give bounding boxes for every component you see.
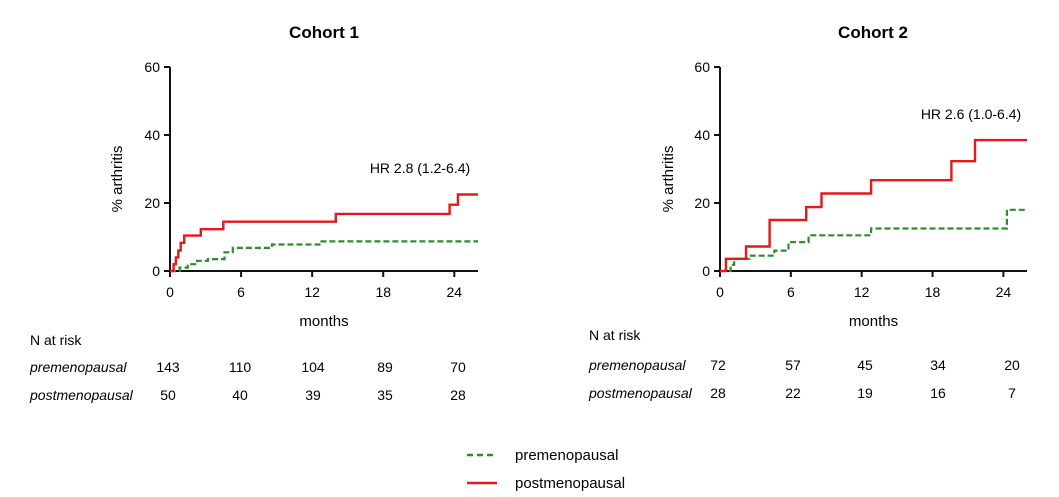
- x-tick-label: 24: [996, 284, 1012, 300]
- risk-cell: 19: [857, 385, 873, 401]
- y-tick-label: 40: [144, 127, 160, 143]
- risk-table-header: N at risk: [589, 327, 641, 343]
- risk-cell: 28: [450, 387, 466, 403]
- risk-cell: 34: [930, 357, 946, 373]
- x-tick-label: 0: [166, 284, 174, 300]
- x-tick-label: 18: [925, 284, 941, 300]
- y-tick-label: 60: [144, 59, 160, 75]
- risk-table-header: N at risk: [30, 332, 82, 348]
- risk-cell: 16: [930, 385, 946, 401]
- risk-cell: 40: [232, 387, 248, 403]
- risk-cell: 143: [156, 359, 180, 375]
- legend-label-postmenopausal: postmenopausal: [515, 475, 625, 492]
- risk-cell: 70: [450, 359, 466, 375]
- x-axis-label: months: [299, 313, 348, 330]
- y-axis-label: % arthritis: [660, 146, 677, 213]
- x-tick-label: 6: [787, 284, 795, 300]
- series-line-premenopausal: [170, 240, 478, 273]
- risk-cell: 7: [1008, 385, 1016, 401]
- risk-cell: 28: [710, 385, 726, 401]
- risk-cell: 35: [377, 387, 393, 403]
- chart-title: Cohort 2: [838, 23, 908, 42]
- y-axis-label: % arthritis: [109, 146, 126, 213]
- risk-cell: 20: [1004, 357, 1020, 373]
- risk-row-label-premenopausal: premenopausal: [29, 359, 127, 375]
- cohort-2-panel: Cohort 2 0 20 40 60 0 6 12 18 24 months % arthritis…: [588, 23, 1027, 401]
- chart-title: Cohort 1: [289, 23, 359, 42]
- series-line-postmenopausal: [170, 193, 478, 273]
- x-tick-label: 12: [854, 284, 870, 300]
- risk-cell: 72: [710, 357, 726, 373]
- risk-row-label-premenopausal: premenopausal: [588, 357, 686, 373]
- legend: premenopausal postmenopausal: [467, 447, 625, 492]
- series-line-postmenopausal: [720, 138, 1027, 273]
- y-tick-label: 20: [694, 195, 710, 211]
- y-tick-label: 0: [702, 263, 710, 279]
- x-tick-label: 6: [237, 284, 245, 300]
- risk-cell: 104: [301, 359, 325, 375]
- series-line-premenopausal: [720, 208, 1027, 273]
- x-tick-label: 24: [447, 284, 463, 300]
- x-tick-label: 18: [375, 284, 391, 300]
- risk-cell: 45: [857, 357, 873, 373]
- risk-row-label-postmenopausal: postmenopausal: [588, 385, 693, 401]
- x-axis-label: months: [849, 313, 898, 330]
- risk-cell: 39: [305, 387, 321, 403]
- risk-cell: 57: [785, 357, 801, 373]
- y-tick-label: 20: [144, 195, 160, 211]
- risk-row-label-postmenopausal: postmenopausal: [29, 387, 134, 403]
- risk-cell: 110: [229, 359, 252, 375]
- risk-cell: 22: [785, 385, 801, 401]
- risk-cell: 50: [160, 387, 176, 403]
- hazard-ratio-annotation: HR 2.6 (1.0-6.4): [921, 106, 1021, 122]
- y-tick-label: 0: [152, 263, 160, 279]
- x-tick-label: 12: [304, 284, 320, 300]
- cohort-1-panel: Cohort 1 0 20 40 60 0 6 12 18 24 months % arthritis…: [29, 23, 478, 403]
- y-tick-label: 60: [694, 59, 710, 75]
- hazard-ratio-annotation: HR 2.8 (1.2-6.4): [370, 160, 470, 176]
- legend-label-premenopausal: premenopausal: [515, 447, 618, 464]
- y-tick-label: 40: [694, 127, 710, 143]
- risk-cell: 89: [377, 359, 393, 375]
- x-tick-label: 0: [716, 284, 724, 300]
